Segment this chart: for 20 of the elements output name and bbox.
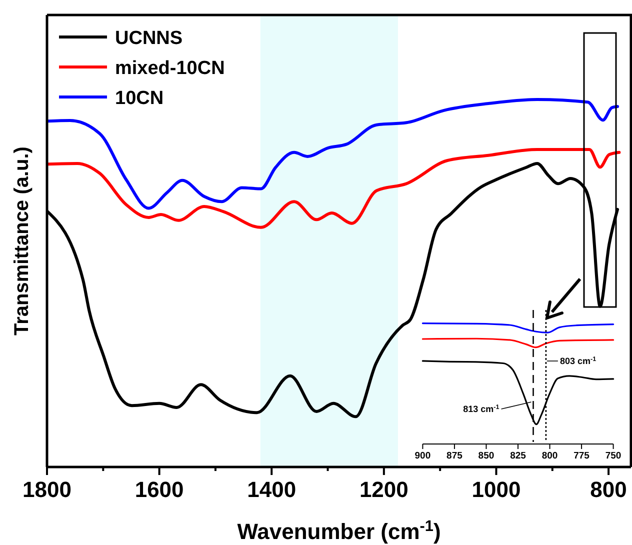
x-tick-label: 1000: [472, 477, 521, 502]
legend-label: 10CN: [115, 88, 164, 109]
x-tick-label: 1800: [22, 477, 72, 502]
x-tick-label: 1200: [359, 477, 408, 502]
x-tick-label: 800: [590, 477, 627, 502]
x-tick-label: 900: [414, 450, 431, 462]
x-tick-label: 825: [510, 450, 527, 462]
ref-line-label: 813 cm$^{-1}$: [463, 404, 500, 414]
legend-label: UCNNS: [115, 28, 183, 49]
legend-label: mixed-10CN: [115, 58, 225, 79]
ref-line-label: 803 cm$^{-1}$: [560, 356, 597, 366]
x-tick-label: 875: [446, 450, 464, 462]
x-tick-label: 1400: [247, 477, 296, 502]
x-tick-label: 1600: [134, 477, 184, 502]
y-axis-title: Transmittance (a.u.): [11, 146, 33, 336]
x-tick-label: 800: [542, 450, 558, 462]
x-tick-label: 850: [478, 450, 494, 462]
x-tick-label: 750: [605, 450, 622, 462]
x-tick-label: 775: [574, 450, 590, 462]
x-axis-title: Wavenumber (cm$^{-1}$): [237, 518, 441, 544]
